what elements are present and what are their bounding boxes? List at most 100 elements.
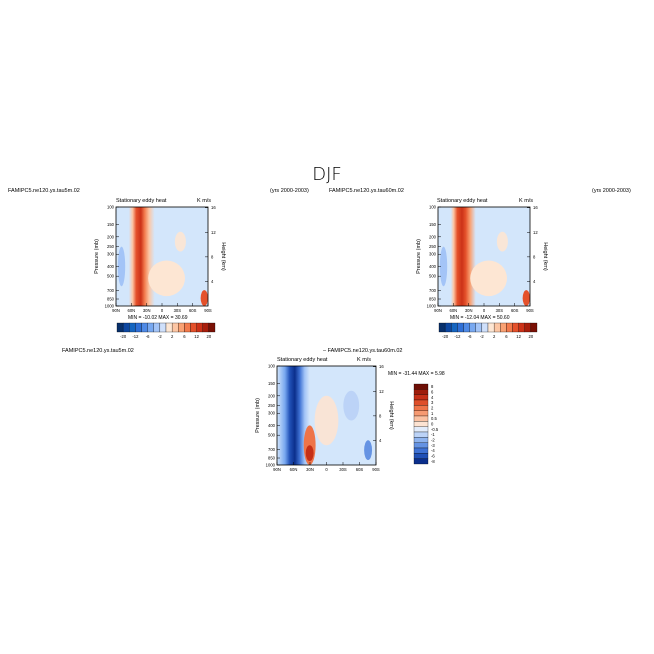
panel-2-minmax: MIN = -12.04 MAX = 50.60 <box>450 315 510 321</box>
colorbar-cell <box>524 322 532 333</box>
x-tick-label: 90N <box>273 467 281 472</box>
panel-2-units: K m/s <box>519 198 533 204</box>
y-tick-label: 500 <box>429 274 437 279</box>
colorbar-label: -6 <box>468 334 472 339</box>
contour-blob <box>496 231 508 252</box>
x-tick-label: 0 <box>325 467 328 472</box>
y-right-axis-label: Height (km) <box>220 242 226 271</box>
colorbar-cell <box>493 322 501 333</box>
colorbar-label: 6 <box>431 390 434 395</box>
colorbar-cell <box>413 410 429 417</box>
colorbar-cell <box>413 421 429 427</box>
y-tick-label: 100 <box>429 205 437 210</box>
y-tick-label: 200 <box>268 393 276 398</box>
colorbar-cell <box>438 322 446 333</box>
x-tick-label: 90S <box>526 308 534 313</box>
colorbar-cell <box>512 322 519 333</box>
colorbar-label: 12 <box>516 334 521 339</box>
x-tick-label: 30N <box>465 308 473 313</box>
y-tick-label: 1000 <box>427 304 437 309</box>
y-tick-label: 850 <box>268 456 276 461</box>
y-axis-label: Pressure (mb) <box>94 239 100 274</box>
x-tick-label: 0 <box>161 308 164 313</box>
x-tick-label: 60N <box>290 467 298 472</box>
y-tick-label: 150 <box>268 381 276 386</box>
x-tick-label: 30N <box>306 467 314 472</box>
contour-blob <box>439 246 448 287</box>
y-tick-label: 700 <box>268 447 276 452</box>
colorbar-cell <box>530 322 538 333</box>
colorbar-label: -12 <box>454 334 461 339</box>
colorbar-cell <box>413 442 429 449</box>
y-tick-label: 250 <box>107 244 115 249</box>
colorbar-label: 4 <box>431 395 434 400</box>
colorbar-label: 6 <box>505 334 508 339</box>
panel-3: FAMIPC5.ne120.ys.tau5m.02 – FAMIPC5.ne12… <box>62 348 445 472</box>
y-right-tick-label: 16 <box>211 205 216 210</box>
panel-1-title: Stationary eddy heat <box>116 198 167 204</box>
colorbar-label: -20 <box>120 334 127 339</box>
colorbar-label: -2 <box>431 438 435 443</box>
x-tick-label: 90N <box>112 308 120 313</box>
y-right-tick-label: 12 <box>379 389 384 394</box>
y-right-tick-label: 4 <box>211 279 214 284</box>
colorbar-label: 1 <box>431 411 434 416</box>
panel-1-case-label: FAMIPC5.ne120.ys.tau5m.02 <box>8 188 80 194</box>
panel-1-years: (yrs 2000-2003) <box>270 188 309 194</box>
contour-blob <box>117 246 126 287</box>
y-axis-label: Pressure (mb) <box>416 239 422 274</box>
y-tick-label: 250 <box>429 244 437 249</box>
panel-2: FAMIPC5.ne120.ys.tau60m.02 (yrs 2000-200… <box>329 188 631 339</box>
y-tick-label: 200 <box>107 234 115 239</box>
colorbar-cell <box>165 322 173 333</box>
colorbar-cell <box>451 322 458 333</box>
colorbar-cell <box>457 322 464 333</box>
panel-3-title: Stationary eddy heat <box>277 357 328 363</box>
colorbar-cell <box>506 322 513 333</box>
y-tick-label: 1000 <box>266 463 276 468</box>
contour-blob <box>148 260 186 297</box>
colorbar-cell <box>413 389 429 395</box>
x-tick-label: 90S <box>204 308 212 313</box>
colorbar-cell <box>122 322 130 333</box>
y-right-tick-label: 4 <box>533 279 536 284</box>
colorbar-label: 8 <box>431 384 434 389</box>
contour-blob <box>314 395 339 446</box>
x-tick-label: 30S <box>174 308 182 313</box>
colorbar-label: 0 <box>431 422 434 427</box>
y-right-axis-label: Height (km) <box>542 242 548 271</box>
colorbar-label: -6 <box>146 334 150 339</box>
y-tick-label: 300 <box>429 252 437 257</box>
panel-3-minmax: MIN = -31.44 MAX = 5.98 <box>388 371 445 377</box>
colorbar-label: -0.5 <box>431 427 439 432</box>
x-tick-label: 60S <box>511 308 519 313</box>
y-tick-label: 850 <box>107 297 115 302</box>
colorbar-label: -6 <box>431 454 435 459</box>
colorbar-label: -8 <box>431 459 435 464</box>
panel-1-units: K m/s <box>197 198 211 204</box>
contour-blob <box>470 260 507 297</box>
y-tick-label: 100 <box>107 205 115 210</box>
y-tick-label: 850 <box>429 297 437 302</box>
colorbar-label: -20 <box>442 334 449 339</box>
colorbar-cell <box>518 322 525 333</box>
y-right-tick-label: 12 <box>211 230 216 235</box>
colorbar-label: 6 <box>183 334 186 339</box>
colorbar-cell <box>413 399 429 406</box>
y-tick-label: 500 <box>107 274 115 279</box>
y-tick-label: 150 <box>107 222 115 227</box>
colorbar-label: 0.5 <box>431 416 437 421</box>
colorbar-cell <box>413 383 429 390</box>
panel-3-diff-label: – FAMIPC5.ne120.ys.tau60m.02 <box>323 348 403 354</box>
colorbar-cell <box>135 322 142 333</box>
x-tick-label: 30S <box>339 467 347 472</box>
colorbar-cell <box>500 322 507 333</box>
colorbar-label: -2 <box>480 334 484 339</box>
y-right-tick-label: 8 <box>211 254 214 259</box>
x-tick-label: 30S <box>496 308 504 313</box>
colorbar-cell <box>208 322 216 333</box>
y-right-tick-label: 12 <box>533 230 538 235</box>
colorbar-cell <box>159 322 167 333</box>
y-tick-label: 250 <box>268 403 276 408</box>
